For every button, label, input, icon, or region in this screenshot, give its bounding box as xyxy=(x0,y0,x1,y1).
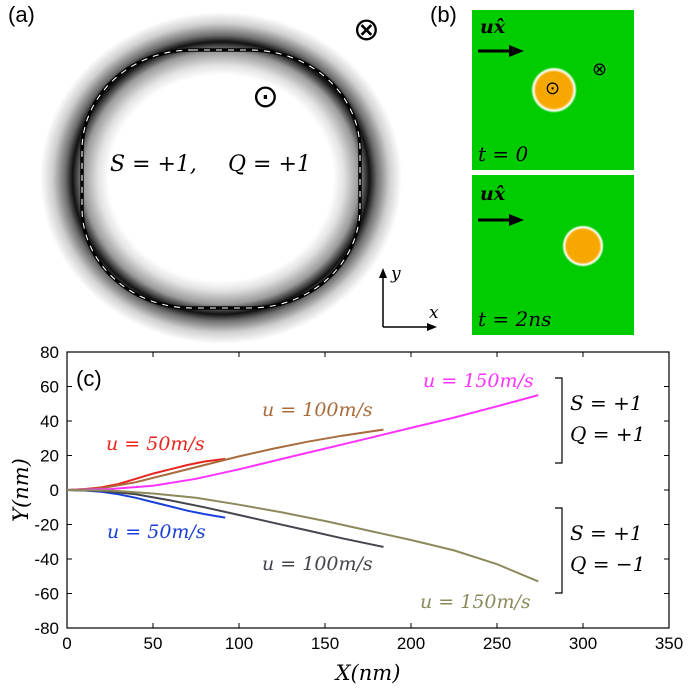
y-tick-label: -80 xyxy=(34,619,59,638)
group-top-q: Q = +1 xyxy=(570,422,645,446)
series-line-4 xyxy=(66,489,384,548)
series-label-2: u = 150m/s xyxy=(423,370,534,392)
series-line-2 xyxy=(66,394,539,491)
series-label-5: u = 150m/s xyxy=(420,591,531,613)
y-tick-label: 40 xyxy=(40,412,59,431)
x-tick-label: 350 xyxy=(655,634,683,653)
formula-q: Q = +1 xyxy=(228,152,311,177)
y-tick-label: 0 xyxy=(50,481,59,500)
axis-x-label: x xyxy=(429,303,439,323)
y-axis-label: Y(nm) xyxy=(9,458,33,522)
formula-s: S = +1, xyxy=(110,152,197,177)
dot-center-symbol: ⊙ xyxy=(545,78,561,99)
y-tick-label: -40 xyxy=(34,550,59,569)
x-tick-label: 50 xyxy=(144,634,163,653)
series-label-4: u = 100m/s xyxy=(262,553,373,575)
group-bottom-s: S = +1 xyxy=(570,521,643,545)
y-tick-label: 20 xyxy=(40,447,59,466)
x-tick-label: 0 xyxy=(62,634,71,653)
dot-cross-symbol: ⊗ xyxy=(592,59,608,80)
series-line-3 xyxy=(66,489,226,519)
group-top-s: S = +1 xyxy=(570,391,643,415)
drive-label-top: ux̂ xyxy=(480,16,506,38)
time-label-t0: t = 0 xyxy=(478,142,529,166)
series-label-1: u = 100m/s xyxy=(262,399,373,421)
drive-label-bottom: ux̂ xyxy=(480,183,506,205)
group-bracket-bottom xyxy=(555,507,563,594)
series-label-3: u = 50m/s xyxy=(107,521,206,543)
x-tick-label: 200 xyxy=(397,634,425,653)
x-tick-label: 150 xyxy=(311,634,339,653)
x-tick-label: 250 xyxy=(483,634,511,653)
series-label-0: u = 50m/s xyxy=(106,433,205,455)
x-tick-label: 300 xyxy=(569,634,597,653)
into-plane-symbol: ⊗ xyxy=(353,10,380,48)
group-bracket-top xyxy=(555,377,563,464)
x-tick-label: 100 xyxy=(225,634,253,653)
series-line-1 xyxy=(66,428,384,491)
y-tick-label: 60 xyxy=(40,378,59,397)
series-line-5 xyxy=(66,489,539,583)
x-axis-label: X(nm) xyxy=(334,661,401,685)
panel-b-label: (b) xyxy=(430,2,457,27)
y-tick-label: -20 xyxy=(34,516,59,535)
group-bottom-q: Q = −1 xyxy=(570,552,645,576)
y-tick-label: 80 xyxy=(40,343,59,362)
panel-a-label: (a) xyxy=(8,2,35,27)
axis-y-label: y xyxy=(391,264,401,284)
panel-c-label: (c) xyxy=(76,366,102,391)
time-label-t2ns: t = 2ns xyxy=(478,307,552,331)
out-of-plane-symbol: ⊙ xyxy=(252,77,279,115)
y-tick-label: -60 xyxy=(34,585,59,604)
